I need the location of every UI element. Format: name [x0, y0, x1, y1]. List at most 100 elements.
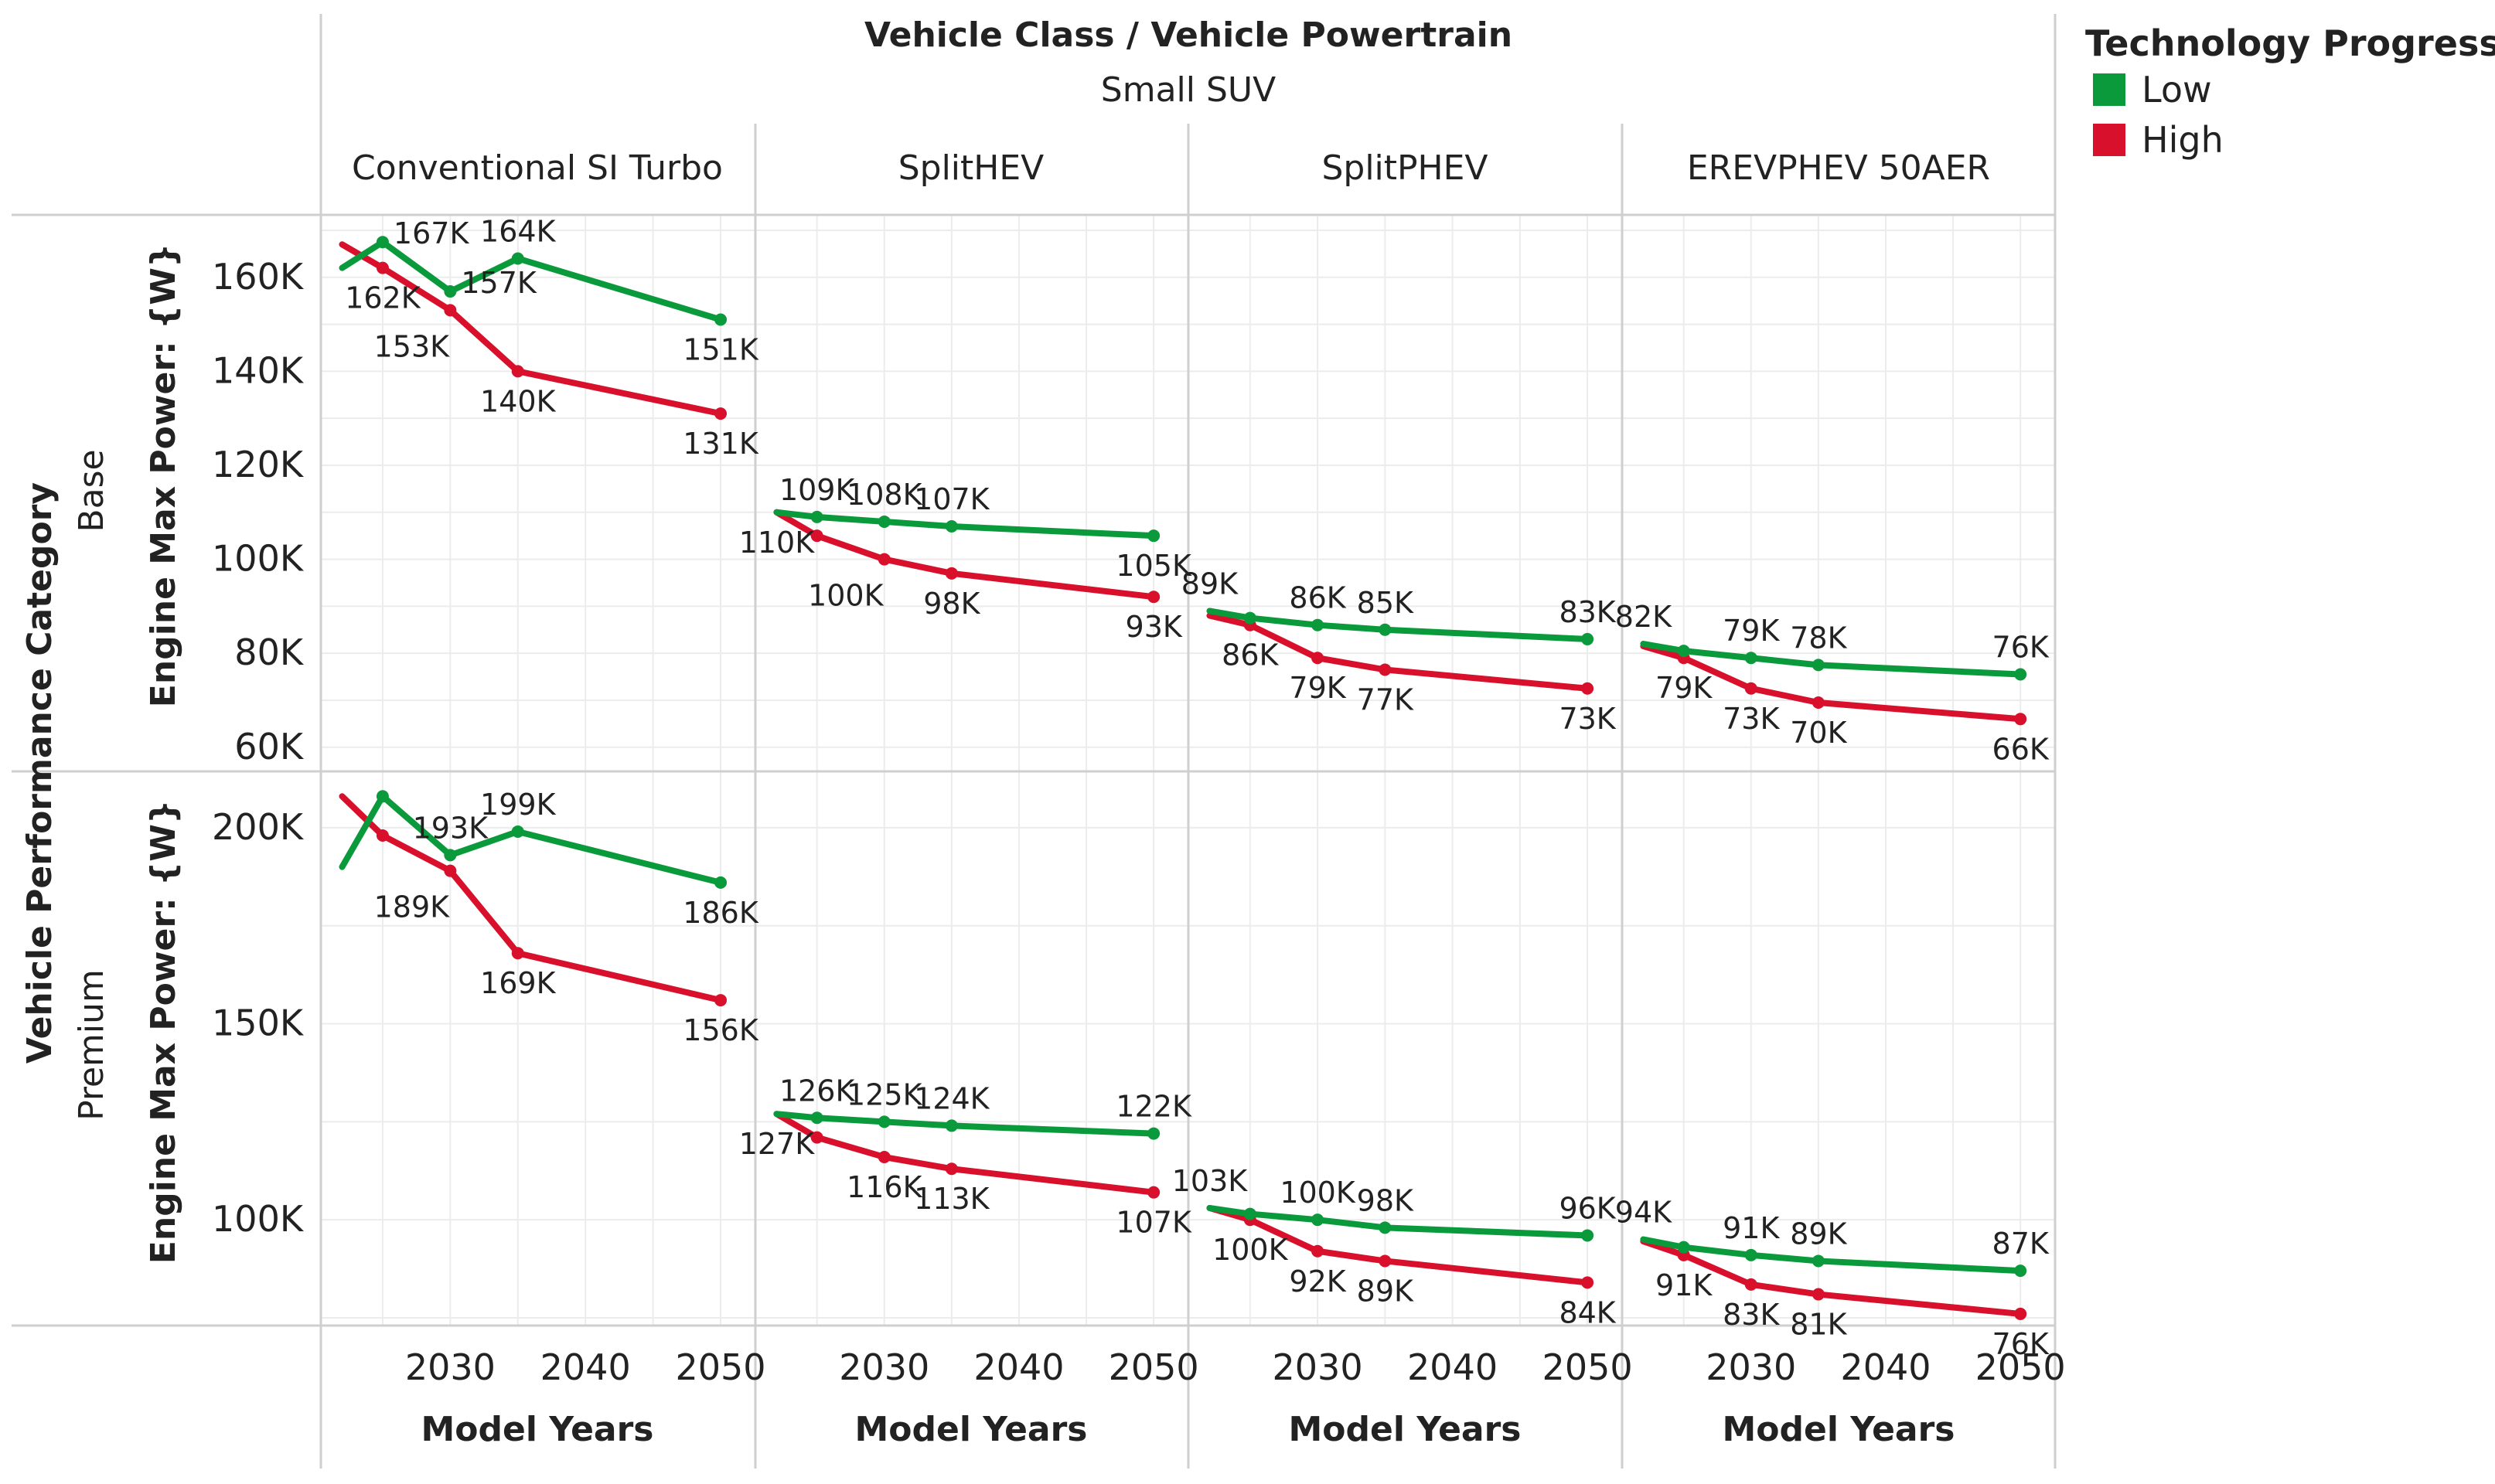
- y-tick-label: 60K: [234, 726, 305, 768]
- data-label: 76K: [1992, 1327, 2050, 1361]
- data-point-high: [444, 304, 457, 317]
- labels-layer: 2030 2040 2050 2030 2040 2050 2030 2040 2050 2030…: [212, 214, 2066, 1388]
- frame-layer: [12, 14, 2057, 1469]
- data-label: 151K: [683, 333, 759, 367]
- data-point-low: [1379, 623, 1392, 636]
- data-label: 164K: [480, 214, 557, 248]
- data-point-high: [2014, 713, 2027, 726]
- data-point-high: [1147, 1186, 1161, 1199]
- data-point-high: [511, 365, 524, 378]
- data-label: 105K: [1116, 549, 1192, 583]
- data-point-low: [1581, 632, 1594, 645]
- data-label: 77K: [1357, 682, 1414, 716]
- data-label: 153K: [374, 329, 451, 363]
- data-label: 186K: [683, 896, 759, 930]
- data-label: 83K: [1723, 1298, 1780, 1332]
- x-tick-label: 2030: [839, 1346, 929, 1388]
- data-point-high: [945, 567, 958, 580]
- data-label: 167K: [394, 216, 470, 250]
- data-label: 108K: [847, 478, 923, 512]
- x-axis-label-1: Model Years: [855, 1410, 1088, 1449]
- data-point-high: [511, 947, 524, 960]
- legend-label-low: Low: [2142, 69, 2212, 111]
- data-point-low: [878, 1115, 891, 1128]
- data-label: 122K: [1116, 1090, 1192, 1124]
- row-label-base: Base: [72, 449, 111, 532]
- data-label: 91K: [1655, 1268, 1713, 1302]
- y-axis-label-base: Engine Max Power: {W}: [144, 243, 183, 707]
- data-point-low: [714, 313, 728, 326]
- data-label: 109K: [779, 473, 856, 507]
- data-label: 113K: [914, 1182, 990, 1216]
- data-point-high: [714, 407, 728, 420]
- data-point-low: [1243, 1207, 1256, 1220]
- data-point-low: [444, 285, 457, 298]
- data-label: 124K: [914, 1081, 990, 1115]
- header-title: Vehicle Class / Vehicle Powertrain: [864, 15, 1512, 55]
- data-point-low: [511, 825, 524, 838]
- data-label: 93K: [1126, 610, 1183, 644]
- x-tick-label: 2030: [405, 1346, 496, 1388]
- data-label: 73K: [1559, 702, 1616, 736]
- data-point-low: [1147, 1127, 1161, 1140]
- data-point-low: [444, 849, 457, 862]
- data-label: 94K: [1615, 1196, 1672, 1230]
- data-point-low: [1677, 645, 1690, 658]
- data-point-high: [1744, 682, 1757, 695]
- column-header-1: SplitHEV: [898, 148, 1045, 188]
- data-point-high: [2014, 1307, 2027, 1320]
- x-tick-label: 2040: [540, 1346, 631, 1388]
- x-tick-label: 2050: [1109, 1346, 1199, 1388]
- data-point-high: [1581, 1276, 1594, 1289]
- data-point-low: [810, 510, 823, 523]
- x-tick-label: 2030: [1273, 1346, 1363, 1388]
- data-label: 81K: [1790, 1308, 1847, 1342]
- data-point-high: [878, 1151, 891, 1164]
- y-tick-label: 160K: [212, 256, 305, 298]
- data-point-high: [444, 864, 457, 877]
- data-label: 193K: [413, 811, 489, 845]
- y-tick-label: 200K: [212, 806, 305, 848]
- data-label: 91K: [1723, 1211, 1780, 1245]
- data-point-high: [376, 261, 389, 274]
- column-header-0: Conventional SI Turbo: [352, 148, 723, 188]
- data-point-high: [1147, 591, 1161, 604]
- y-tick-label: 150K: [212, 1002, 305, 1044]
- y-tick-label: 120K: [212, 444, 305, 485]
- data-label: 107K: [1116, 1206, 1192, 1240]
- data-point-high: [1379, 663, 1392, 676]
- data-label: 199K: [480, 788, 557, 822]
- data-point-high: [878, 553, 891, 566]
- data-point-low: [511, 252, 524, 265]
- y-tick-label: 100K: [212, 1198, 305, 1240]
- data-label: 140K: [480, 384, 557, 418]
- data-point-low: [376, 790, 389, 803]
- data-label: 92K: [1289, 1264, 1346, 1298]
- data-label: 78K: [1790, 621, 1847, 655]
- data-label: 156K: [683, 1013, 759, 1047]
- data-point-low: [1311, 1213, 1324, 1227]
- x-tick-label: 2030: [1706, 1346, 1796, 1388]
- data-point-low: [1311, 618, 1324, 631]
- data-label: 96K: [1559, 1191, 1616, 1225]
- data-point-high: [810, 529, 823, 543]
- data-label: 89K: [1181, 567, 1239, 601]
- x-axis-label-0: Model Years: [421, 1410, 654, 1449]
- series-layer: [339, 236, 2027, 1320]
- y-tick-label: 140K: [212, 349, 305, 391]
- data-label: 66K: [1992, 732, 2050, 766]
- data-label: 169K: [480, 966, 557, 1000]
- data-label: 79K: [1723, 614, 1780, 648]
- data-label: 116K: [847, 1170, 923, 1204]
- data-point-low: [1581, 1229, 1594, 1242]
- column-header-2: SplitPHEV: [1321, 148, 1488, 188]
- legend-title: Technology Progress: [2085, 22, 2495, 64]
- data-label: 98K: [1357, 1183, 1414, 1217]
- data-label: 157K: [461, 266, 537, 300]
- data-label: 79K: [1655, 671, 1713, 705]
- data-label: 79K: [1289, 671, 1346, 705]
- y-tick-label: 80K: [234, 631, 305, 673]
- data-point-high: [1812, 696, 1825, 710]
- data-point-high: [1311, 1244, 1324, 1258]
